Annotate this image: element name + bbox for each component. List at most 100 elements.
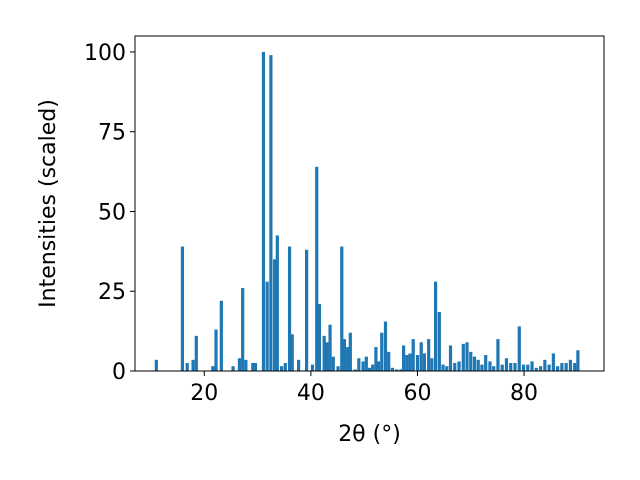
bar <box>364 356 368 371</box>
bar <box>576 350 580 371</box>
bar <box>237 358 242 371</box>
bar <box>472 356 477 371</box>
x-tick-label: 20 <box>190 381 218 406</box>
bar <box>556 366 560 371</box>
bar <box>564 363 568 371</box>
bar <box>387 351 391 371</box>
bar <box>521 364 526 371</box>
x-axis-title: 2θ (°) <box>338 422 401 447</box>
bar <box>496 339 500 371</box>
bar <box>275 235 279 371</box>
bar <box>348 332 352 371</box>
bar <box>560 363 564 371</box>
bar <box>433 281 438 371</box>
y-tick-label: 100 <box>84 41 126 66</box>
bar <box>530 361 534 371</box>
plot-frame <box>134 35 605 372</box>
bar <box>325 342 329 371</box>
bar <box>476 359 480 371</box>
bar <box>346 347 350 371</box>
bar <box>251 363 255 371</box>
bar <box>390 367 395 371</box>
x-axis-ticks: 20 40 60 80 <box>190 371 538 406</box>
bar <box>437 311 441 371</box>
bar <box>419 342 423 371</box>
bar <box>543 359 547 371</box>
bar <box>371 364 375 371</box>
bar <box>244 359 248 371</box>
bar <box>273 259 277 371</box>
y-tick-label: 25 <box>98 280 126 305</box>
bar <box>534 367 538 371</box>
bar <box>573 363 577 371</box>
bar <box>492 366 496 371</box>
y-tick-label: 50 <box>98 200 126 225</box>
bar <box>361 361 365 371</box>
bar <box>551 353 555 371</box>
bar <box>328 324 332 371</box>
y-axis-title: Intensities (scaled) <box>36 99 61 308</box>
bar <box>484 355 488 371</box>
bar <box>219 300 223 371</box>
bar <box>422 353 426 371</box>
bar <box>297 359 301 371</box>
bar <box>568 359 573 371</box>
bar <box>317 304 321 371</box>
bar <box>331 356 335 371</box>
bar <box>305 249 309 371</box>
bar <box>526 364 530 371</box>
bar <box>154 359 158 371</box>
bar <box>448 345 453 371</box>
bar <box>509 363 513 371</box>
bar <box>488 361 492 371</box>
bar <box>310 364 315 371</box>
bar <box>538 366 543 371</box>
bar <box>513 363 517 371</box>
y-axis-ticks: 0 25 50 75 100 <box>84 41 135 385</box>
bar <box>411 339 415 371</box>
bar <box>399 369 403 371</box>
bars <box>154 51 580 371</box>
bar <box>191 359 195 371</box>
bar <box>547 364 551 371</box>
bar <box>374 347 378 371</box>
bar <box>380 332 384 371</box>
bar <box>340 246 344 371</box>
bar <box>211 366 215 371</box>
bar <box>290 334 294 371</box>
bar <box>445 366 449 371</box>
bar <box>231 366 235 371</box>
bar <box>402 345 406 371</box>
bar <box>500 364 504 371</box>
bar <box>342 339 347 371</box>
bar <box>430 358 434 371</box>
bar <box>265 281 269 371</box>
bar <box>287 246 292 371</box>
bar <box>376 361 381 371</box>
x-tick-label: 60 <box>403 381 431 406</box>
y-tick-label: 0 <box>112 360 126 385</box>
bar <box>457 361 461 371</box>
bar <box>315 166 319 371</box>
bar <box>253 363 258 371</box>
bar <box>480 364 484 371</box>
bar <box>504 358 509 371</box>
bar <box>279 366 284 371</box>
bar <box>383 321 388 371</box>
bar <box>441 364 445 371</box>
bar <box>180 246 185 371</box>
bar <box>395 369 399 371</box>
x-tick-label: 80 <box>510 381 538 406</box>
bar <box>261 51 266 371</box>
bar <box>322 335 326 371</box>
bar <box>214 329 218 371</box>
bar <box>405 355 409 371</box>
bar <box>461 343 465 371</box>
bar <box>415 355 420 371</box>
bar <box>465 342 469 371</box>
bar <box>469 351 473 371</box>
bar <box>185 363 189 371</box>
x-tick-label: 40 <box>297 381 325 406</box>
bar <box>408 353 412 371</box>
